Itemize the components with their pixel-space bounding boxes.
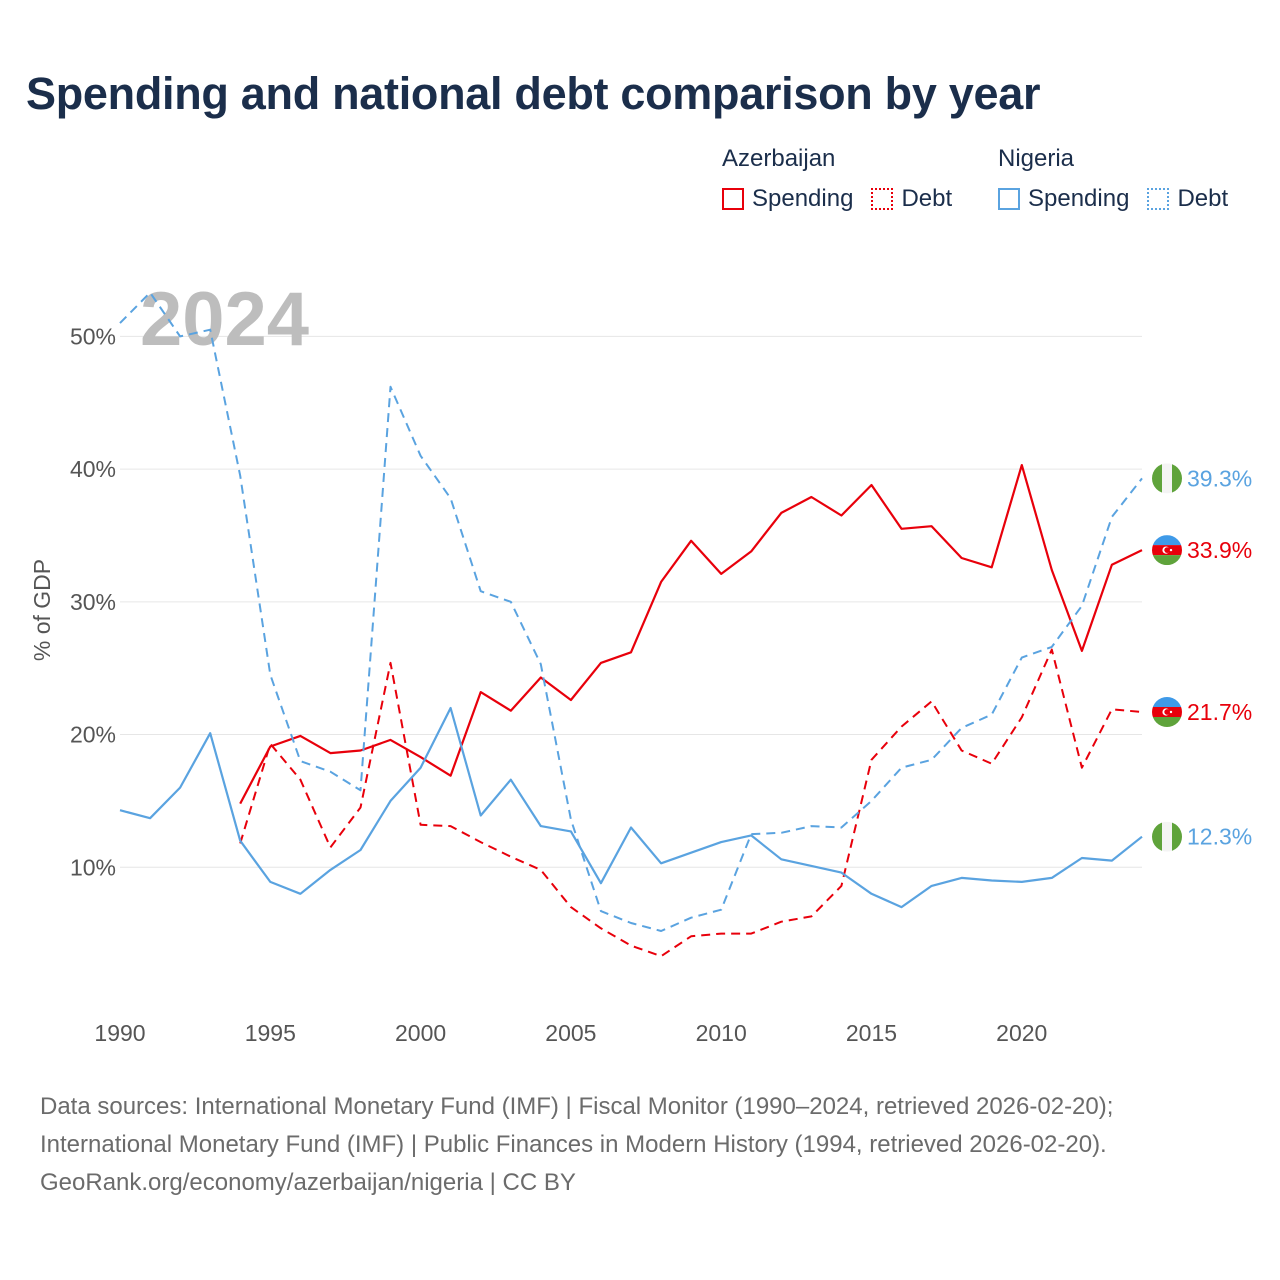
y-tick-label: 10% xyxy=(70,854,116,880)
x-tick-label: 2005 xyxy=(545,1020,596,1046)
endpoint-layer: 33.9% 21.7% 12.3% 39.3% xyxy=(1152,463,1252,852)
azerbaijan-flag-icon xyxy=(1152,535,1182,566)
y-axis: 10% 20% 30% 40% 50% xyxy=(70,323,116,880)
y-axis-title: % of GDP xyxy=(29,559,55,661)
legend-item-nigeria-spending[interactable]: Spending xyxy=(998,185,1129,213)
line-chart: 2024 10% 20% 30% 40% 50% 1990 1995 2000 2005 201… xyxy=(29,277,1252,1046)
y-tick-label: 50% xyxy=(70,323,116,349)
source-line-2: International Monetary Fund (IMF) | Publ… xyxy=(40,1131,1107,1158)
nigeria-flag-icon xyxy=(1152,821,1182,852)
legend-swatch-nigeria-spending xyxy=(998,188,1020,210)
series-layer xyxy=(119,291,1143,958)
source-line-1: Data sources: International Monetary Fun… xyxy=(40,1093,1114,1120)
legend-country-nigeria: Nigeria xyxy=(998,145,1075,172)
x-tick-label: 1995 xyxy=(245,1020,296,1046)
series-line-azerbaijan-debt[interactable] xyxy=(239,648,1143,958)
end-value-label: 21.7% xyxy=(1187,699,1252,725)
end-value-label: 12.3% xyxy=(1187,824,1252,850)
nigeria-flag-icon xyxy=(1152,463,1182,494)
legend-swatch-azerbaijan-spending xyxy=(722,188,744,210)
series-line-nigeria-debt[interactable] xyxy=(119,291,1143,932)
x-tick-label: 2020 xyxy=(996,1020,1047,1046)
legend-item-nigeria-debt[interactable]: Debt xyxy=(1147,185,1228,213)
x-tick-label: 2010 xyxy=(696,1020,747,1046)
legend-swatch-nigeria-debt xyxy=(1147,188,1170,210)
legend-swatch-azerbaijan-debt xyxy=(871,188,894,210)
source-line-3[interactable]: GeoRank.org/economy/azerbaijan/nigeria |… xyxy=(40,1169,576,1196)
x-axis: 1990 1995 2000 2005 2010 2015 2020 xyxy=(94,1020,1047,1046)
azerbaijan-flag-icon xyxy=(1152,697,1182,727)
y-tick-label: 30% xyxy=(70,589,116,615)
chart-title: Spending and national debt comparison by… xyxy=(26,68,1041,119)
x-tick-label: 2000 xyxy=(395,1020,446,1046)
grid-layer xyxy=(120,335,1142,868)
series-line-azerbaijan-spending[interactable] xyxy=(239,464,1143,805)
legend-label-azerbaijan-spending: Spending xyxy=(752,185,854,212)
legend-country-azerbaijan: Azerbaijan xyxy=(722,145,836,172)
end-value-label: 33.9% xyxy=(1187,537,1252,563)
legend-label-nigeria-debt: Debt xyxy=(1177,185,1229,212)
y-tick-label: 40% xyxy=(70,456,116,482)
y-tick-label: 20% xyxy=(70,722,116,748)
series-line-nigeria-spending[interactable] xyxy=(119,706,1143,909)
end-value-label: 39.3% xyxy=(1187,465,1252,491)
source-note: Data sources: International Monetary Fun… xyxy=(40,1088,1113,1202)
x-tick-label: 2015 xyxy=(846,1020,897,1046)
legend-item-azerbaijan-spending[interactable]: Spending xyxy=(722,185,853,213)
legend-item-azerbaijan-debt[interactable]: Debt xyxy=(871,185,952,213)
legend-label-azerbaijan-debt: Debt xyxy=(901,185,953,212)
legend-group-nigeria: Nigeria Spending Debt xyxy=(998,145,1246,213)
x-tick-label: 1990 xyxy=(94,1020,145,1046)
year-watermark: 2024 xyxy=(140,277,309,362)
legend-group-azerbaijan: Azerbaijan Spending Debt xyxy=(722,145,970,213)
legend-label-nigeria-spending: Spending xyxy=(1028,185,1130,212)
